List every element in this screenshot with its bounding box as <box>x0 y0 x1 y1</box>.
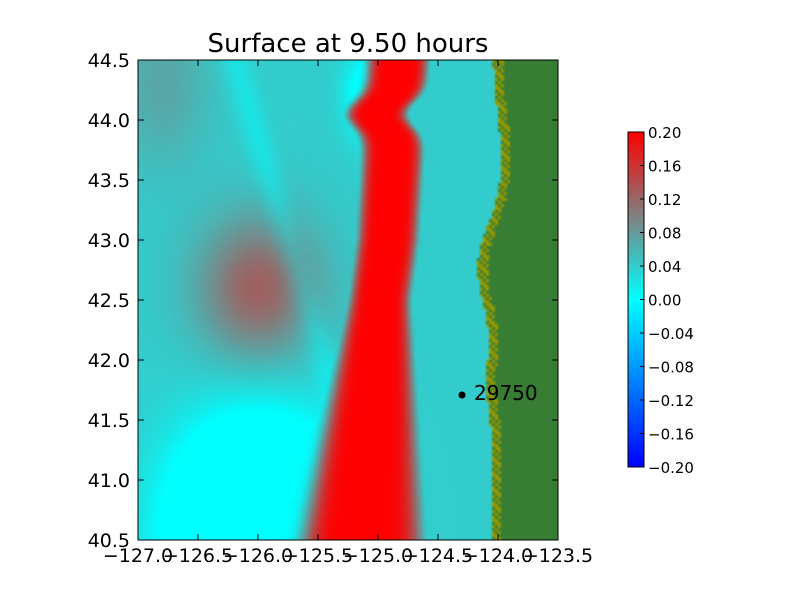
plot-area: 29750 −127.0−126.5−126.0−125.5−125.0−124… <box>88 50 593 567</box>
y-tick-label: 41.0 <box>88 470 130 492</box>
y-tick-label: 41.5 <box>88 410 130 432</box>
x-tick-label: −126.0 <box>223 545 293 567</box>
y-tick-label: 40.5 <box>88 530 130 552</box>
y-tick-label: 43.5 <box>88 170 130 192</box>
colorbar-tick-label: 0.16 <box>648 158 681 176</box>
colorbar-tick-label: −0.16 <box>648 426 694 444</box>
colorbar-tick-label: 0.20 <box>648 124 681 142</box>
colorbar-tick-label: 0.12 <box>648 191 681 209</box>
x-tick-label: −124.0 <box>463 545 533 567</box>
x-tick-label: −125.0 <box>343 545 413 567</box>
colorbar-tick-label: −0.04 <box>648 325 694 343</box>
colorbar: −0.20 −0.16 −0.12 −0.08 −0.04 0.00 0.04 0.08 0.1… <box>627 124 694 477</box>
colorbar-tick-label: 0.00 <box>648 292 681 310</box>
gauge-marker <box>458 391 466 399</box>
y-tick-label: 43.0 <box>88 230 130 252</box>
y-tick-label: 44.0 <box>88 110 130 132</box>
chart-title: Surface at 9.50 hours <box>208 29 489 59</box>
x-axis: −127.0−126.5−126.0−125.5−125.0−124.5−124… <box>103 60 593 567</box>
gauge-layer: 29750 <box>458 381 538 405</box>
colorbar-tick-label: −0.20 <box>648 459 694 477</box>
colorbar-tick-label: 0.04 <box>648 258 681 276</box>
y-axis: 40.5 41.0 41.5 42.0 42.5 43.0 43.5 44.0 44.5 <box>88 50 558 552</box>
colorbar-tick-label: −0.08 <box>648 359 694 377</box>
x-tick-label: −126.5 <box>163 545 233 567</box>
colorbar-tick-label: 0.08 <box>648 225 681 243</box>
colorbar-ticks: −0.20 −0.16 −0.12 −0.08 −0.04 0.00 0.04 0.08 0.1… <box>640 124 694 477</box>
surface-heatmap <box>138 60 558 540</box>
colorbar-tick-label: −0.12 <box>648 392 694 410</box>
y-tick-label: 44.5 <box>88 50 130 72</box>
x-tick-label: −124.5 <box>403 545 473 567</box>
x-tick-label: −123.5 <box>523 545 593 567</box>
y-tick-label: 42.0 <box>88 350 130 372</box>
y-tick-label: 42.5 <box>88 290 130 312</box>
x-tick-label: −127.0 <box>103 545 173 567</box>
gauge-label: 29750 <box>474 381 538 405</box>
x-tick-label: −125.5 <box>283 545 353 567</box>
